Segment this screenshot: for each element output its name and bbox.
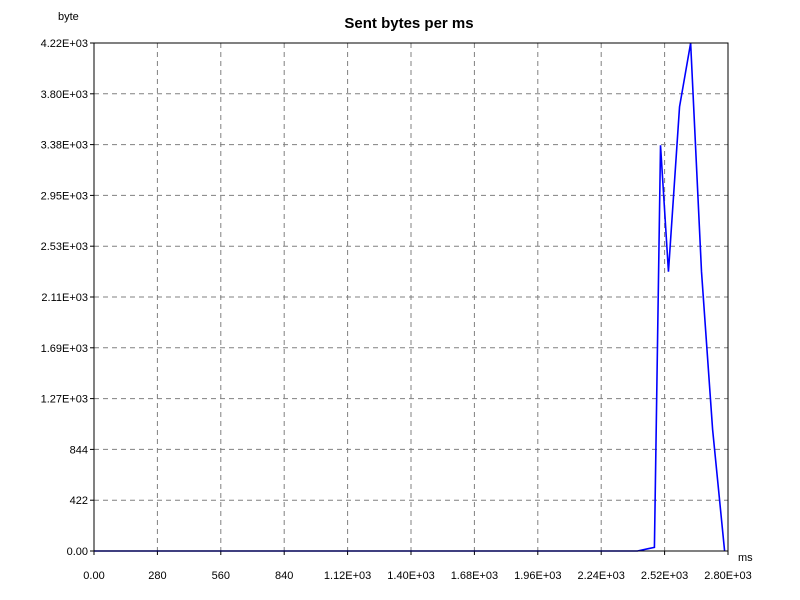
chart-title: Sent bytes per ms — [344, 15, 473, 32]
x-tick-label: 0.00 — [83, 570, 104, 582]
plot-frame — [93, 42, 729, 552]
x-axis-unit-label: ms — [738, 552, 753, 564]
series-layer — [94, 42, 726, 552]
y-tick-label: 1.69E+03 — [41, 343, 88, 355]
y-tick-label: 422 — [70, 495, 88, 507]
series-line — [94, 42, 726, 552]
x-tick-label: 280 — [148, 570, 166, 582]
y-tick-label: 844 — [70, 444, 88, 456]
y-tick-label: 3.80E+03 — [41, 89, 88, 101]
grid-lines — [94, 42, 728, 551]
x-tick-label: 840 — [275, 570, 293, 582]
x-axis: 0.00 280 560 840 1.12E+03 1.40E+03 1.68E+03 1.9… — [83, 551, 752, 582]
x-tick-label: 2.52E+03 — [641, 570, 688, 582]
y-tick-label: 3.38E+03 — [41, 140, 88, 152]
y-tick-label: 2.11E+03 — [41, 292, 88, 304]
x-tick-label: 2.80E+03 — [704, 570, 751, 582]
x-tick-label: 1.68E+03 — [451, 570, 498, 582]
x-tick-label: 560 — [212, 570, 230, 582]
y-tick-label: 2.95E+03 — [41, 190, 88, 202]
y-tick-label: 1.27E+03 — [41, 394, 88, 406]
y-axis-unit-label: byte — [58, 11, 79, 23]
y-tick-label: 0.00 — [67, 546, 88, 558]
y-tick-label: 2.53E+03 — [41, 241, 88, 253]
x-tick-label: 1.12E+03 — [324, 570, 371, 582]
y-axis: 0.00 422 844 1.27E+03 1.69E+03 2.11E+03 2.53E+… — [41, 38, 94, 558]
x-tick-label: 2.24E+03 — [577, 570, 624, 582]
x-tick-label: 1.40E+03 — [387, 570, 434, 582]
y-tick-label: 4.22E+03 — [41, 38, 88, 50]
x-tick-label: 1.96E+03 — [514, 570, 561, 582]
